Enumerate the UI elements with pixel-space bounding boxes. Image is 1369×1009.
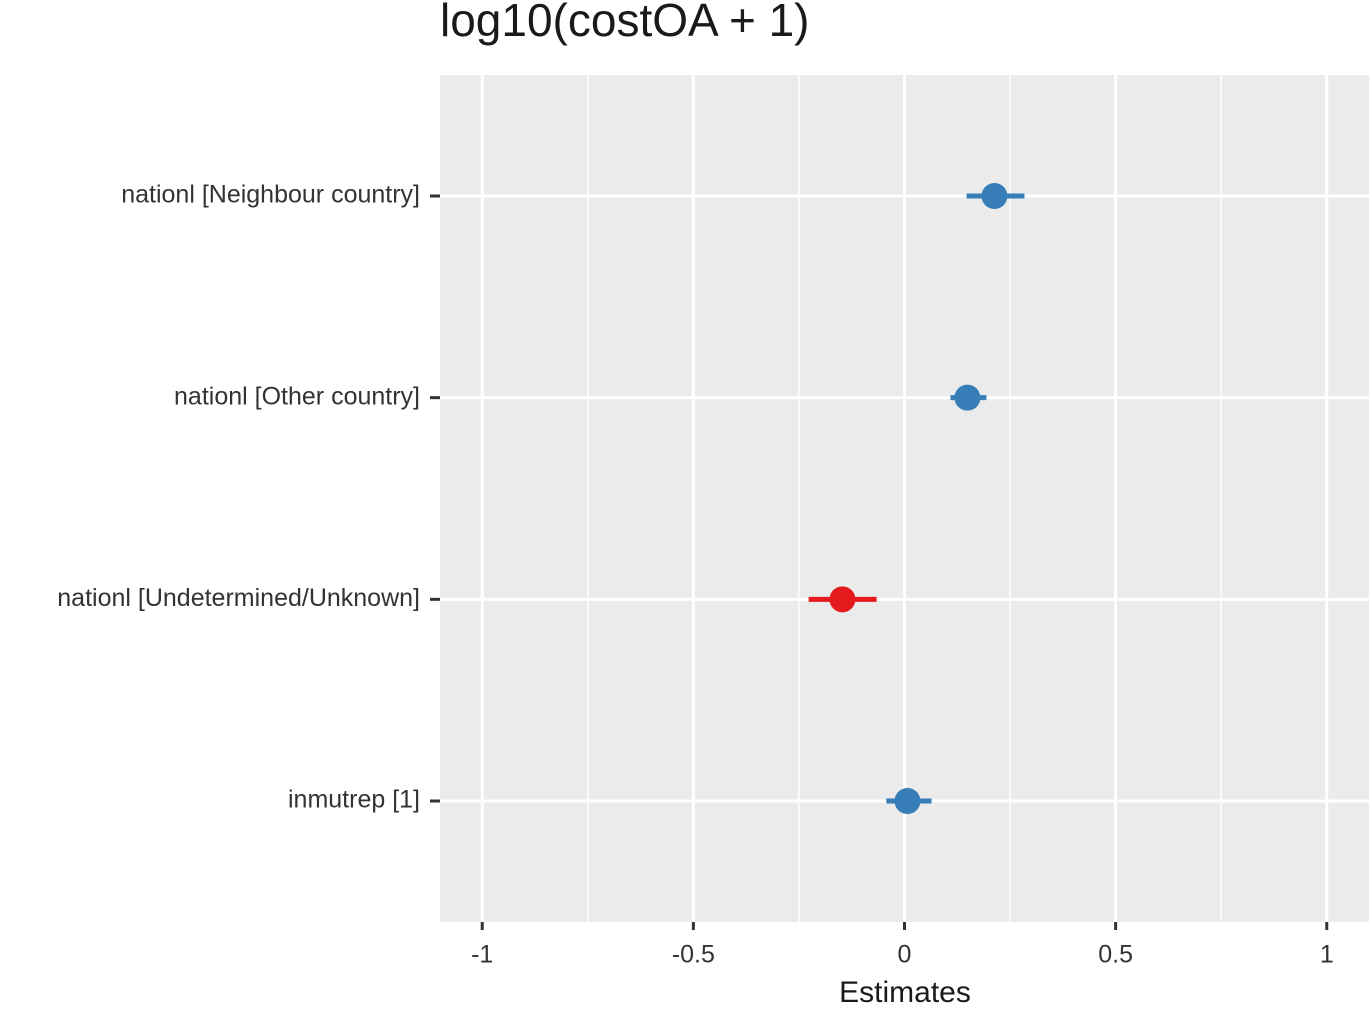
y-tick-label: nationl [Neighbour country] xyxy=(121,181,420,209)
x-tick-label: -0.5 xyxy=(672,941,715,969)
point xyxy=(981,183,1008,209)
x-axis-label: Estimates xyxy=(839,976,971,1009)
chart-title: log10(costOA + 1) xyxy=(440,0,809,46)
y-tick-label: nationl [Undetermined/Unknown] xyxy=(57,584,420,612)
y-tick-label: nationl [Other country] xyxy=(174,382,420,410)
x-tick-label: 0.5 xyxy=(1098,941,1133,969)
point xyxy=(829,586,856,613)
x-tick-label: 1 xyxy=(1320,941,1334,969)
x-tick-label: 0 xyxy=(898,941,912,969)
y-tick-label: inmutrep [1] xyxy=(288,786,420,814)
x-tick-label: -1 xyxy=(471,941,493,969)
point xyxy=(894,788,921,814)
point xyxy=(954,384,981,411)
